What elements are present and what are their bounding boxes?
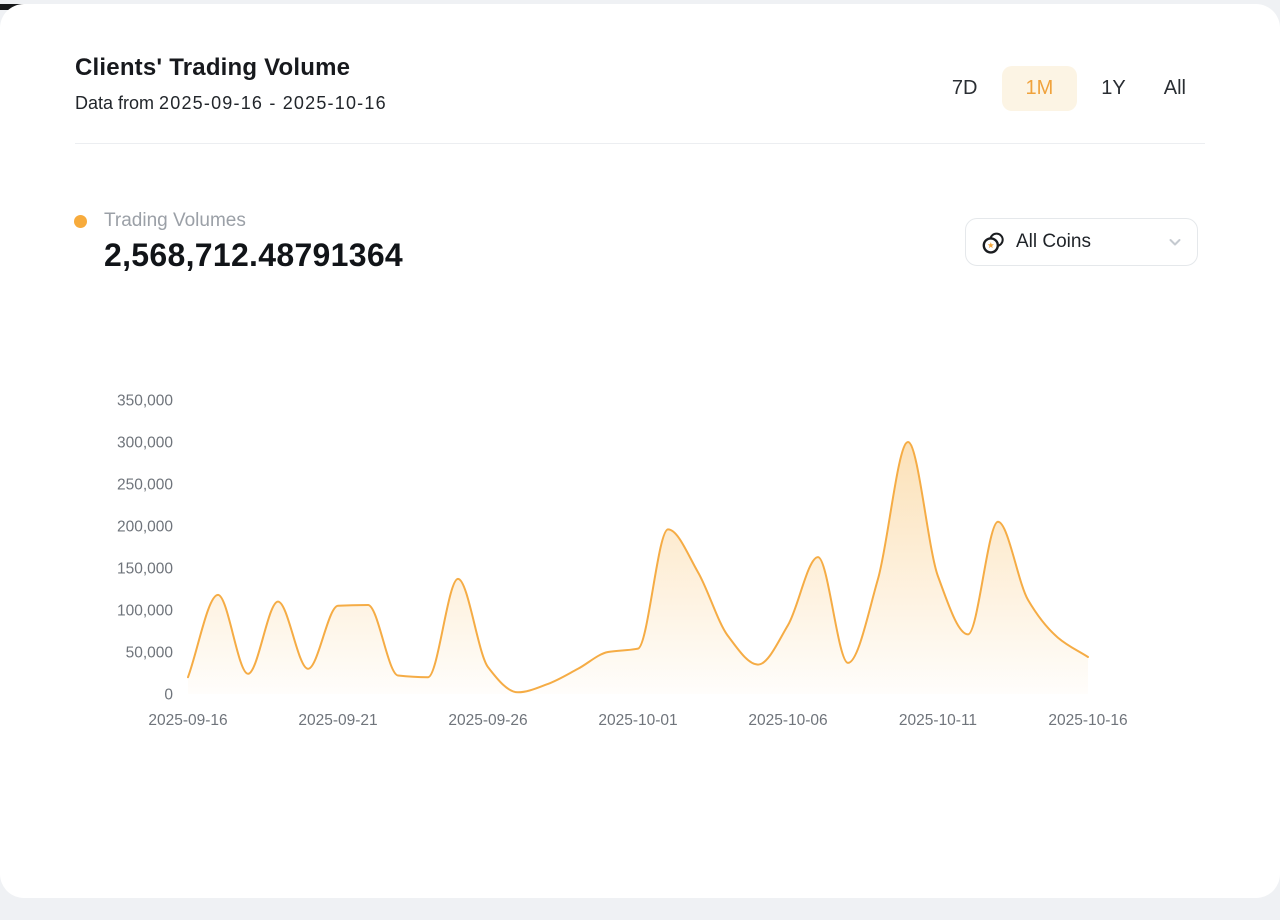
volume-stat-block: Trading Volumes 2,568,712.48791364	[74, 210, 403, 274]
y-axis-tick-label: 100,000	[117, 603, 173, 620]
subtitle-date-range: 2025-09-16 - 2025-10-16	[159, 93, 387, 113]
volume-line	[187, 440, 1089, 694]
range-button-all[interactable]: All	[1150, 66, 1200, 111]
range-button-1m[interactable]: 1M	[1001, 66, 1078, 111]
x-axis-tick-label: 2025-09-26	[448, 712, 527, 729]
y-axis-tick-label: 0	[164, 687, 173, 704]
subtitle-prefix: Data from	[75, 93, 155, 113]
stats-row: Trading Volumes 2,568,712.48791364 All C…	[0, 144, 1280, 274]
x-axis-tick-label: 2025-09-21	[298, 712, 377, 729]
trading-volume-chart[interactable]: 0 50,000 100,000 150,000 200,000 250,000 300,0…	[0, 382, 1280, 752]
x-axis-tick-label: 2025-09-16	[148, 712, 227, 729]
x-axis-tick-label: 2025-10-11	[899, 712, 977, 729]
coin-filter-value: All Coins	[1016, 231, 1091, 252]
y-axis-tick-label: 150,000	[117, 561, 173, 578]
chart-area: 0 50,000 100,000 150,000 200,000 250,000 300,0…	[0, 382, 1280, 752]
y-axis-tick-label: 200,000	[117, 519, 173, 536]
date-range-subtitle: Data from 2025-09-16 - 2025-10-16	[75, 93, 387, 114]
range-button-1y[interactable]: 1Y	[1087, 66, 1139, 111]
chevron-down-icon	[1169, 239, 1181, 246]
legend-label: Trading Volumes	[104, 210, 246, 231]
card-header: Clients' Trading Volume Data from 2025-0…	[0, 4, 1280, 114]
x-axis-tick-label: 2025-10-06	[748, 712, 827, 729]
y-axis-tick-label: 350,000	[117, 393, 173, 410]
page-title: Clients' Trading Volume	[75, 54, 351, 81]
chart-legend: Trading Volumes	[74, 210, 403, 232]
coin-filter-select[interactable]: All Coins	[965, 218, 1198, 266]
x-axis-tick-label: 2025-10-16	[1048, 712, 1127, 729]
trading-volume-card: Clients' Trading Volume Data from 2025-0…	[0, 4, 1280, 898]
range-button-7d[interactable]: 7D	[938, 66, 992, 111]
y-axis-tick-label: 50,000	[126, 645, 174, 662]
legend-dot-icon	[74, 214, 87, 228]
total-volume-value: 2,568,712.48791364	[104, 237, 404, 273]
volume-area	[188, 442, 1088, 694]
y-axis-tick-label: 300,000	[117, 435, 173, 452]
time-range-switcher: 7D 1M 1Y All	[938, 66, 1200, 111]
y-axis-tick-label: 250,000	[117, 477, 173, 494]
header-divider	[75, 143, 1205, 144]
header-text-block: Clients' Trading Volume Data from 2025-0…	[75, 54, 387, 114]
coin-icon	[982, 232, 1004, 254]
x-axis-tick-label: 2025-10-01	[598, 712, 677, 729]
